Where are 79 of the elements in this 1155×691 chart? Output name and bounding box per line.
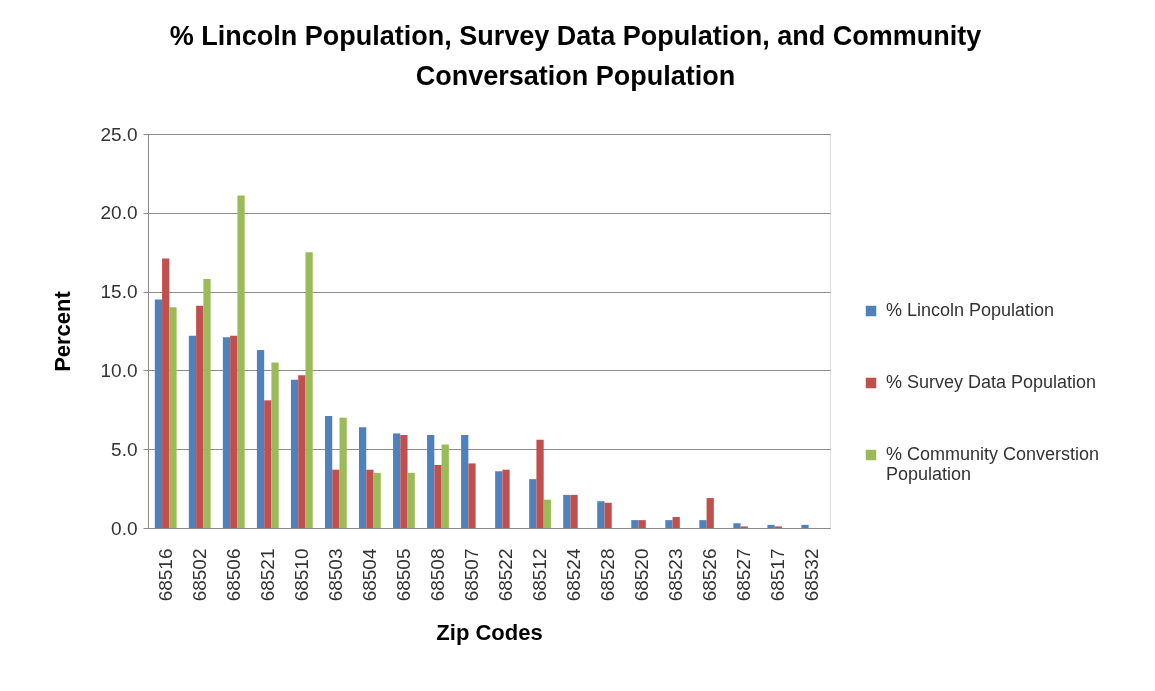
bar	[298, 375, 306, 528]
bar	[427, 435, 435, 528]
y-tick-label: 25.0	[100, 123, 138, 145]
bar	[373, 472, 381, 528]
x-tick-label: 68503	[324, 548, 346, 602]
x-axis-title: Zip Codes	[436, 620, 543, 646]
bar	[434, 464, 442, 528]
chart-title: % Lincoln Population, Survey Data Population, and Community Conversation Population	[169, 21, 982, 91]
bar	[305, 252, 313, 528]
x-tick-label: 68520	[631, 548, 653, 602]
x-tick-label: 68508	[426, 548, 448, 602]
bar	[495, 471, 503, 528]
x-tick-label: 68524	[563, 548, 585, 602]
x-tick-label: 68507	[460, 548, 482, 602]
bar	[529, 479, 537, 528]
bar	[767, 524, 775, 528]
y-axis-title: Percent	[49, 290, 75, 372]
bar	[324, 416, 333, 528]
x-tick-label: 68502	[188, 548, 210, 602]
bar	[366, 469, 374, 528]
x-tick-label: 68504	[358, 548, 380, 602]
bar	[570, 494, 578, 528]
x-tick-label: 68523	[665, 548, 687, 602]
bar	[393, 433, 401, 528]
bar	[264, 400, 272, 528]
bar	[222, 337, 231, 528]
bar	[536, 439, 544, 528]
x-tick-label: 68528	[597, 548, 619, 602]
bar	[441, 444, 449, 528]
legend-label: % Survey Data Population	[886, 372, 1097, 392]
bar	[359, 427, 367, 528]
bar	[672, 516, 680, 528]
bar	[407, 472, 415, 528]
y-tick-label: 15.0	[100, 281, 138, 303]
bar	[461, 435, 469, 528]
bar	[665, 520, 673, 528]
bar	[196, 305, 204, 528]
x-tick-label: 68532	[801, 548, 823, 602]
x-tick-label: 68516	[154, 548, 176, 602]
bar	[706, 498, 714, 528]
bar	[237, 195, 245, 528]
bar	[631, 520, 639, 528]
bar	[271, 362, 279, 528]
x-tick-label: 68526	[699, 548, 721, 602]
bar	[563, 494, 571, 528]
bar	[543, 499, 551, 528]
y-tick-label: 5.0	[111, 438, 138, 460]
bar	[699, 520, 707, 528]
bar	[203, 278, 211, 528]
bar	[400, 435, 408, 528]
y-tick-label: 0.0	[111, 517, 138, 539]
bar	[339, 417, 347, 528]
bar	[502, 469, 510, 528]
x-tick-label: 68527	[733, 548, 755, 602]
legend-label: % Lincoln Population	[886, 300, 1055, 320]
x-tick-label: 68512	[529, 548, 551, 602]
bar	[468, 463, 476, 528]
bar	[733, 523, 741, 528]
bar	[188, 335, 197, 528]
bar	[256, 349, 265, 528]
x-tick-label: 68506	[222, 548, 244, 602]
legend-label: % Community Converstion Population	[886, 444, 1100, 484]
x-tick-label: 68522	[495, 548, 517, 602]
bar	[332, 469, 340, 528]
bar	[154, 299, 163, 528]
bar	[230, 335, 238, 528]
bar	[169, 307, 177, 528]
bar	[290, 379, 299, 528]
y-tick-label: 10.0	[100, 359, 138, 381]
x-tick-label: 68521	[256, 548, 278, 602]
x-tick-label: 68510	[290, 548, 312, 602]
x-tick-label: 68505	[392, 548, 414, 602]
bar	[162, 258, 170, 528]
y-tick-label: 20.0	[100, 202, 138, 224]
bar	[597, 501, 605, 528]
x-tick-label: 68517	[767, 548, 789, 602]
bar	[604, 502, 612, 528]
bar	[801, 524, 809, 528]
bar	[638, 520, 646, 528]
